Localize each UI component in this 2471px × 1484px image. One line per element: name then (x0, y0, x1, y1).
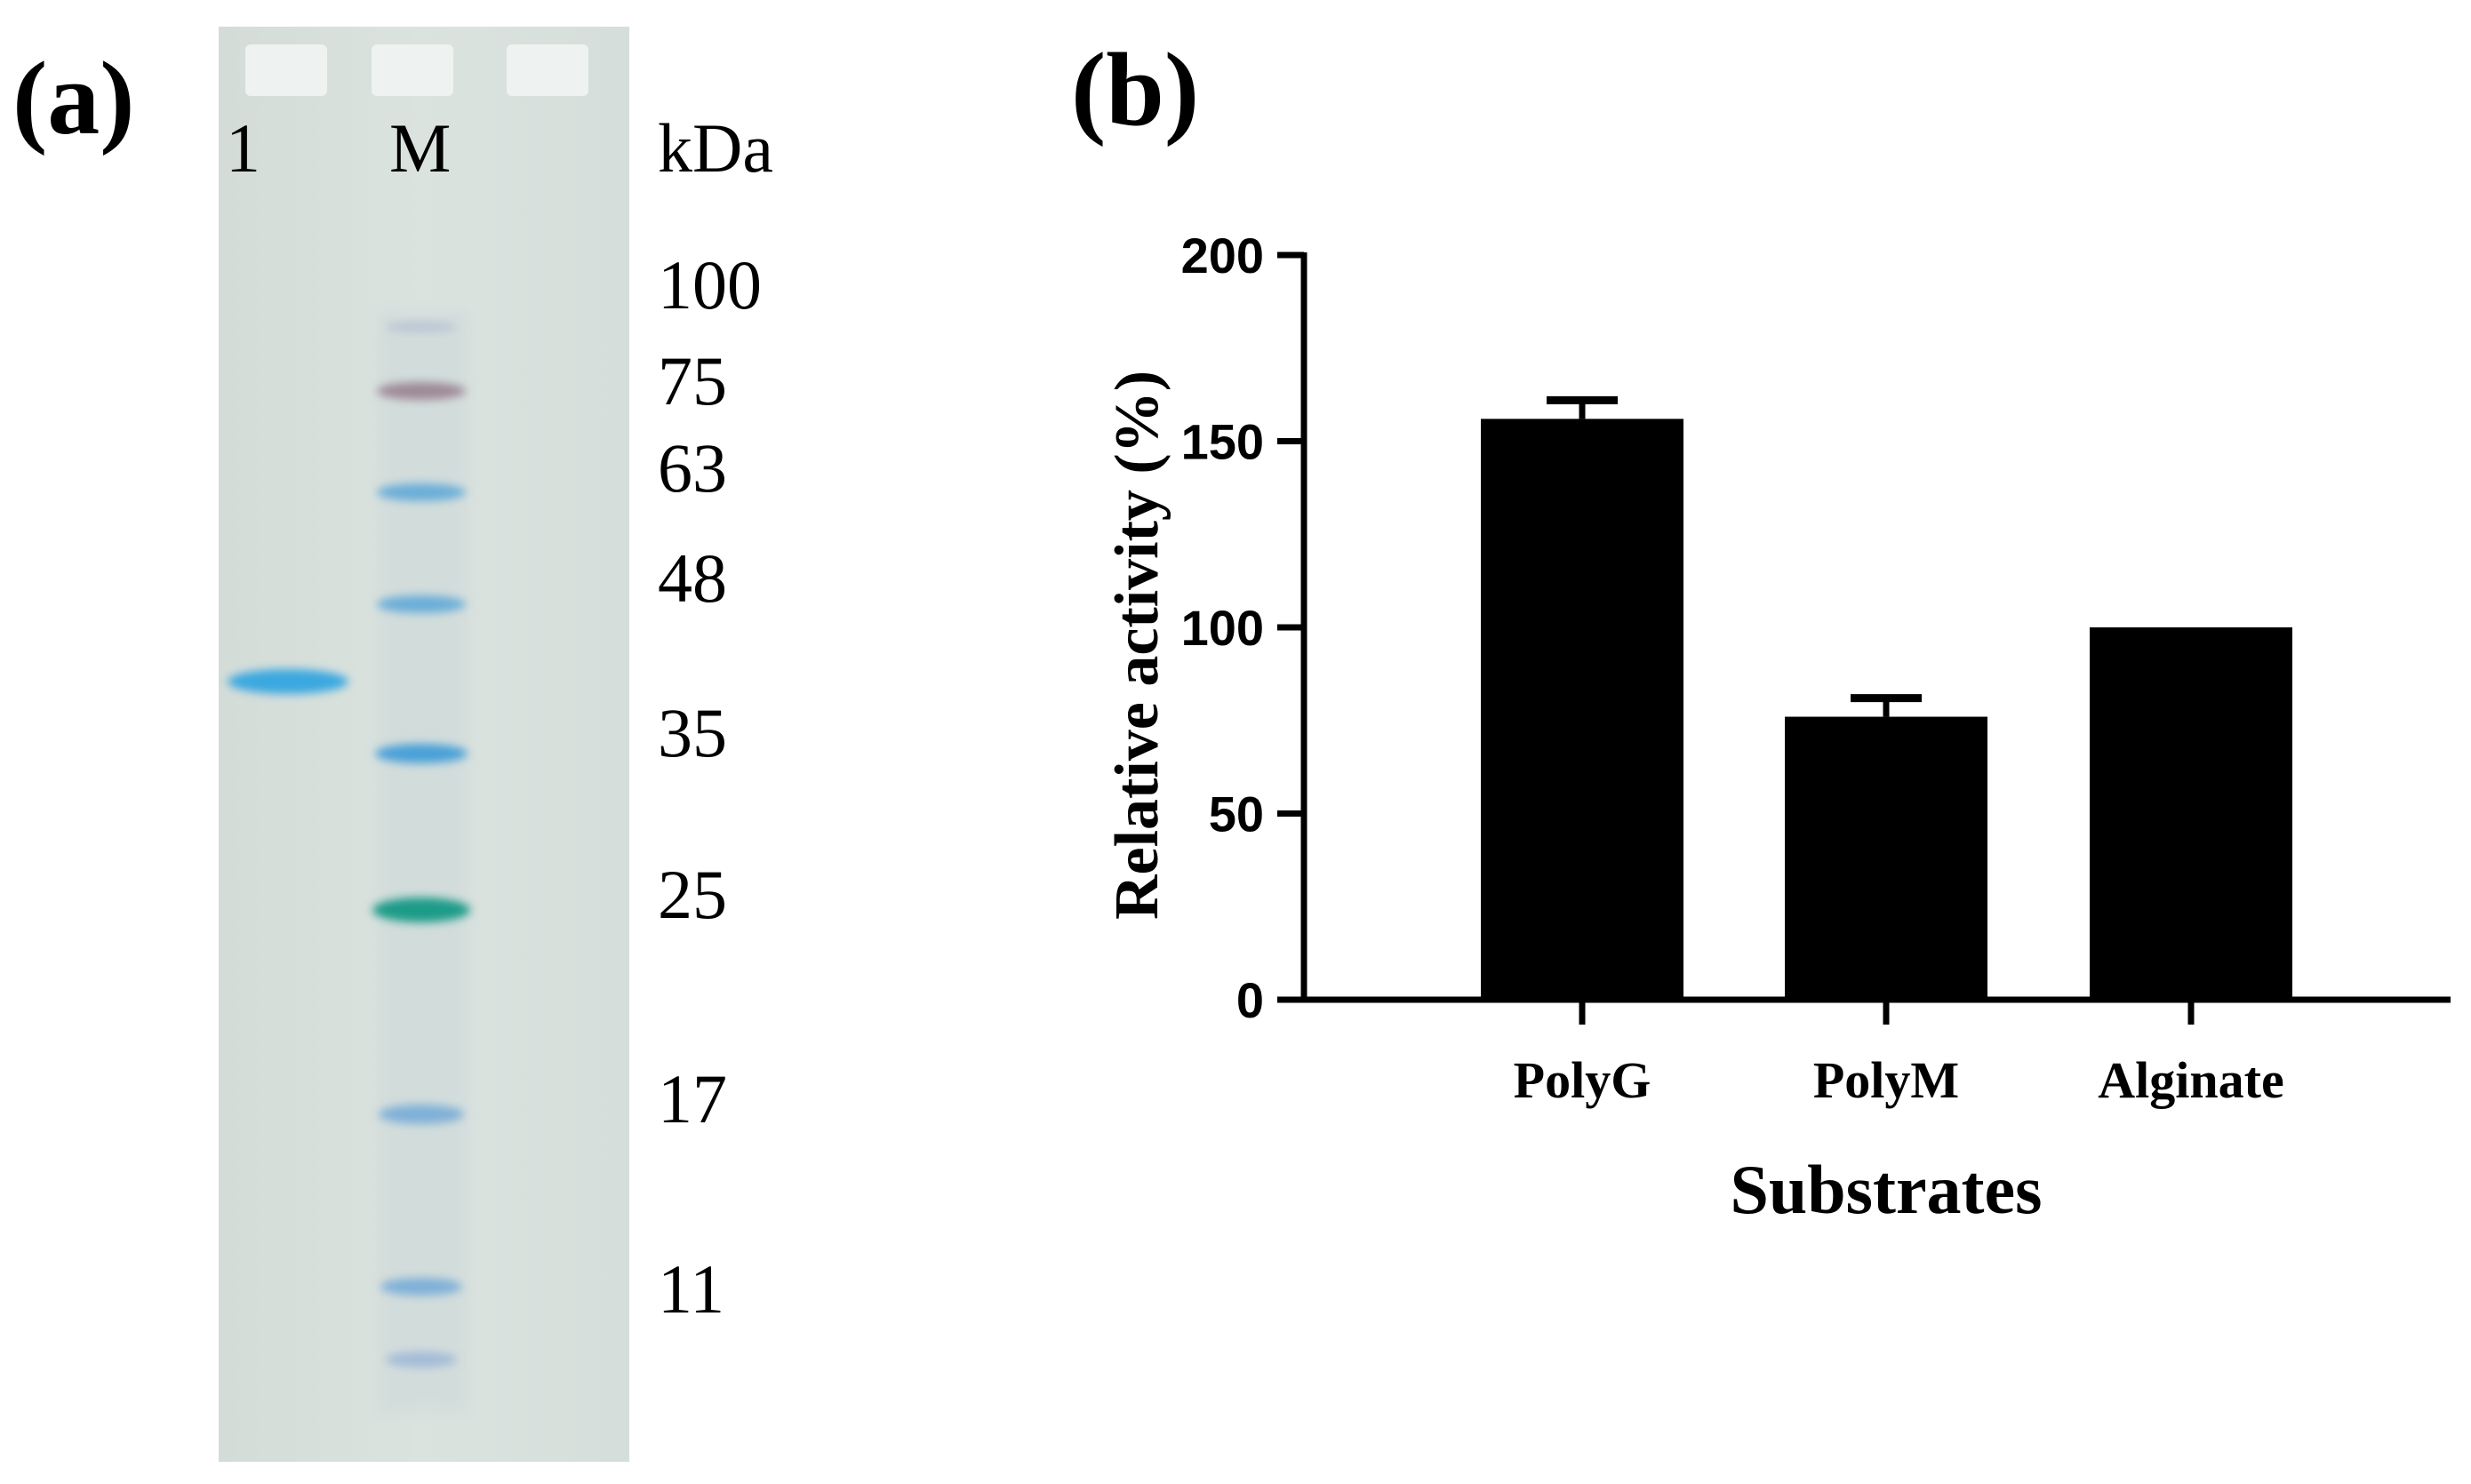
x-tick-label-polyg: PolyG (1514, 1051, 1651, 1109)
panel-a-label: (a) (12, 40, 135, 156)
ladder-band-35 (375, 744, 468, 763)
marker-label-75: 75 (658, 342, 727, 419)
ladder-band-11 (380, 1278, 462, 1296)
bar-polyg (1481, 419, 1683, 1000)
lane-label-1: 1 (226, 109, 260, 187)
marker-label-63: 63 (658, 429, 727, 507)
bar-chart: 0 50 100 150 200 PolyG PolyM Alginate Substrates… (1103, 227, 2451, 1228)
ladder-band-17 (379, 1105, 464, 1124)
x-axis-title: Substrates (1730, 1151, 2042, 1228)
y-tick-label-200: 200 (1181, 227, 1264, 283)
y-tick-label-100: 100 (1181, 600, 1264, 656)
well-2 (372, 44, 453, 96)
panel-b-label: (b) (1071, 31, 1200, 148)
marker-label-17: 17 (658, 1060, 727, 1137)
bar-alginate (2090, 627, 2292, 1000)
ladder-band-25 (372, 898, 470, 922)
marker-label-11: 11 (658, 1250, 725, 1328)
ladder-band-100 (386, 322, 457, 332)
y-tick-label-150: 150 (1181, 414, 1264, 470)
ladder-band-48 (377, 595, 466, 613)
sample-band (228, 669, 348, 694)
well-1 (245, 44, 327, 96)
well-3 (507, 44, 588, 96)
lane-label-marker: M (389, 109, 452, 187)
y-axis-title: Relative activity (%) (1103, 371, 1172, 920)
ladder-band-low (386, 1352, 457, 1368)
y-tick-label-50: 50 (1209, 786, 1264, 842)
ladder-band-75 (377, 382, 466, 400)
sds-page-gel (219, 27, 629, 1462)
marker-label-25: 25 (658, 856, 727, 933)
x-tick-label-polym: PolyM (1813, 1051, 1959, 1109)
marker-label-100: 100 (658, 246, 762, 323)
y-tick-label-0: 0 (1236, 972, 1264, 1028)
marker-label-35: 35 (658, 694, 727, 771)
x-tick-label-alginate: Alginate (2098, 1051, 2283, 1109)
kda-unit-label: kDa (658, 109, 773, 187)
bar-polym (1785, 716, 1987, 1000)
ladder-band-63 (377, 483, 466, 501)
marker-label-48: 48 (658, 539, 727, 617)
